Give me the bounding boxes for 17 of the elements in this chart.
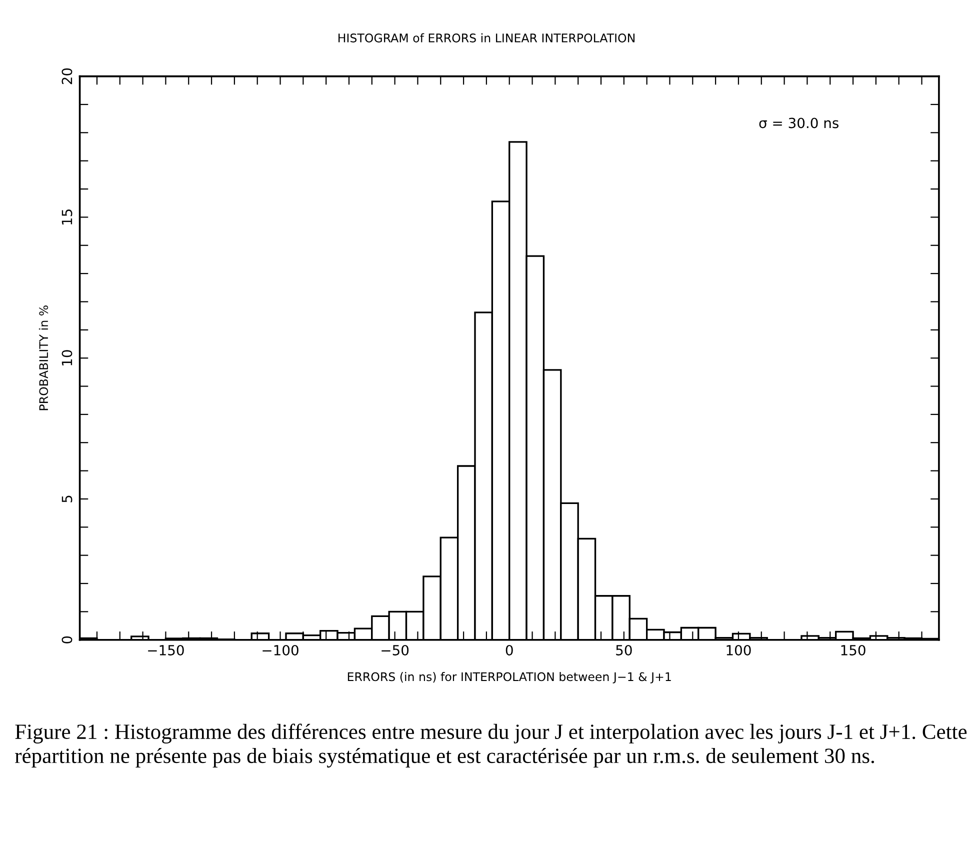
caption: Figure 21 : Histogramme des différences entre mesure du jour J et interpolation avec les jours J-1 et J+1. Cette répartition ne présente pas de biais systématique et est caractérisée par un r.m.s. de seulement 30 ns. bbox=[15, 724, 967, 768]
x-tick-label: −50 bbox=[382, 644, 409, 656]
y-tick-label: 5 bbox=[62, 496, 72, 502]
y-tick-label: 10 bbox=[62, 350, 72, 366]
x-tick-label: 0 bbox=[506, 644, 513, 656]
x-tick-label: −150 bbox=[148, 644, 184, 656]
annotation: σ = 30.0 ns bbox=[759, 118, 838, 128]
x-tick-label: 50 bbox=[616, 644, 632, 656]
y-axis-title: PROBABILITY in % bbox=[38, 306, 48, 410]
y-tick-label: 0 bbox=[62, 636, 72, 644]
x-axis-title: ERRORS (in ns) for INTERPOLATION between J−1 & J+1 bbox=[348, 672, 671, 684]
chart-title: HISTOGRAM of ERRORS in LINEAR INTERPOLATION bbox=[338, 33, 634, 42]
y-tick-label: 15 bbox=[62, 210, 72, 224]
x-tick-label: 100 bbox=[726, 644, 751, 656]
x-tick-label: −100 bbox=[262, 644, 298, 656]
x-tick-label: 150 bbox=[841, 644, 866, 656]
y-tick-label: 20 bbox=[62, 68, 72, 84]
